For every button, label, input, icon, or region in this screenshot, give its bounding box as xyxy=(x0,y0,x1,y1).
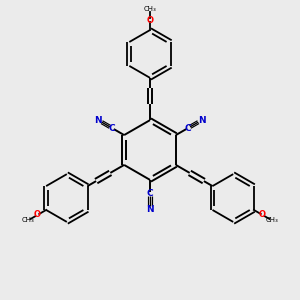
Text: N: N xyxy=(94,116,102,124)
Text: C: C xyxy=(147,189,153,198)
Text: O: O xyxy=(34,210,41,219)
Text: CH₃: CH₃ xyxy=(266,218,278,224)
Text: O: O xyxy=(259,210,266,219)
Text: O: O xyxy=(146,16,154,25)
Text: CH₃: CH₃ xyxy=(22,218,34,224)
Text: CH₃: CH₃ xyxy=(144,6,156,12)
Text: C: C xyxy=(109,124,116,133)
Text: N: N xyxy=(198,116,206,124)
Text: C: C xyxy=(184,124,191,133)
Text: N: N xyxy=(146,205,154,214)
